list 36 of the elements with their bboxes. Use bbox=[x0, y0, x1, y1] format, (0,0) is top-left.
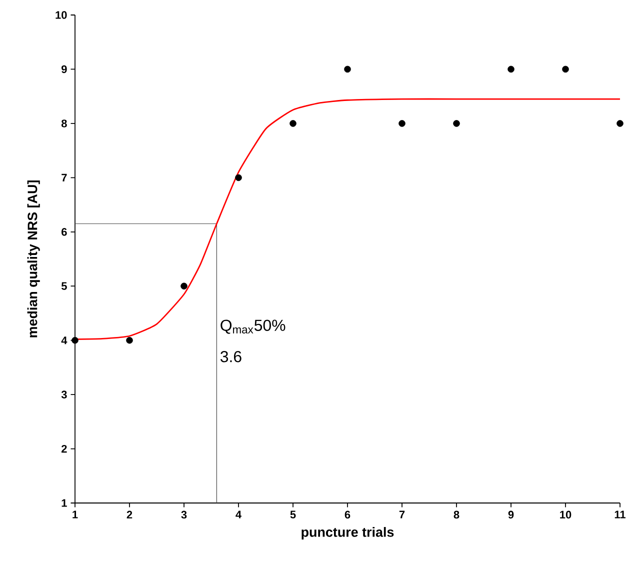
y-tick-label: 3 bbox=[61, 390, 67, 398]
x-tick-label: 2 bbox=[126, 510, 132, 518]
y-tick-label: 1 bbox=[62, 499, 67, 507]
point bbox=[398, 120, 406, 127]
x-tick-label: 9 bbox=[508, 510, 514, 519]
y-tick-label: 9 bbox=[62, 65, 67, 74]
point bbox=[562, 66, 569, 73]
point bbox=[235, 174, 242, 182]
y-tick-label: 5 bbox=[61, 282, 67, 290]
y-tick-label: 2 bbox=[62, 444, 67, 453]
point bbox=[344, 66, 351, 73]
y-tick-label: 7 bbox=[62, 174, 67, 182]
y-tick-label: 8 bbox=[61, 120, 67, 128]
x-tick-label: 11 bbox=[614, 510, 626, 518]
x-tick-label: 3 bbox=[181, 510, 187, 519]
x-tick-label: 4 bbox=[236, 510, 242, 518]
x-axis-title: puncture trials bbox=[302, 527, 394, 540]
point bbox=[508, 66, 514, 73]
y-axis-title: median quality NRS [AU] bbox=[27, 180, 40, 338]
y-tick-label: 6 bbox=[62, 228, 67, 236]
x-tick-label: 10 bbox=[560, 510, 572, 519]
annotation: 3.6 bbox=[220, 350, 242, 362]
point bbox=[72, 336, 78, 344]
point bbox=[180, 282, 188, 290]
point bbox=[616, 120, 624, 127]
x-tick-label: 8 bbox=[454, 510, 460, 519]
point bbox=[290, 120, 296, 127]
y-tick-label: 10 bbox=[56, 11, 67, 19]
x-tick-label: 7 bbox=[399, 510, 405, 518]
x-tick-label: 6 bbox=[344, 510, 350, 519]
point bbox=[453, 120, 460, 127]
point bbox=[126, 336, 133, 344]
x-tick-label: 5 bbox=[290, 510, 296, 518]
annotation: Q$_{max}$50% bbox=[220, 320, 286, 334]
x-tick-label: 1 bbox=[72, 510, 78, 518]
y-tick-label: 4 bbox=[61, 336, 68, 344]
